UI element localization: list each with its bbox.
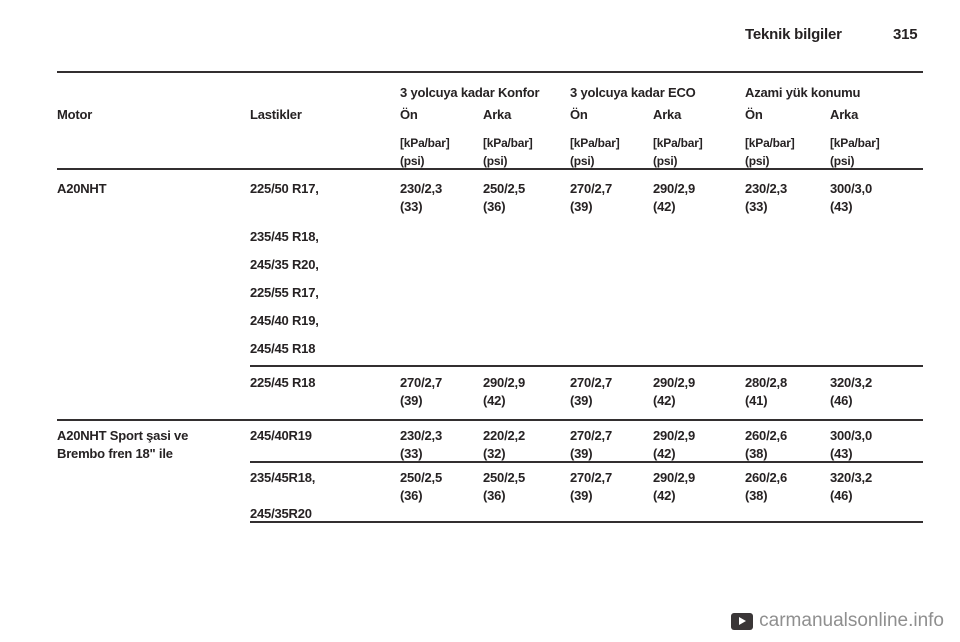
pressure-cell-eco-rear: 290/2,9 (42) xyxy=(653,428,695,461)
table-bottom-divider xyxy=(250,521,923,523)
pressure-cell-eco-front: 270/2,7 (39) xyxy=(570,470,612,503)
unit-label: [kPa/bar] (psi) xyxy=(653,136,703,168)
col-header-front-eco: Ön xyxy=(570,107,588,122)
table-header-divider xyxy=(57,168,923,170)
tire-item: 245/45 R18 xyxy=(250,341,316,356)
tire-item: 245/40 R19, xyxy=(250,313,319,328)
row-divider xyxy=(57,419,923,421)
watermark-text: carmanualsonline.info xyxy=(759,610,944,631)
pressure-cell-eco-rear: 290/2,9 (42) xyxy=(653,181,695,214)
col-header-rear-comfort: Arka xyxy=(483,107,512,122)
pressure-cell-comfort-rear: 220/2,2 (32) xyxy=(483,428,525,461)
unit-label: [kPa/bar] (psi) xyxy=(570,136,620,168)
tire-item: 225/45 R18 xyxy=(250,375,316,390)
group-header-eco: 3 yolcuya kadar ECO xyxy=(570,85,696,100)
col-header-rear-max: Arka xyxy=(830,107,859,122)
pressure-cell-comfort-front: 270/2,7 (39) xyxy=(400,375,442,408)
header-divider xyxy=(57,71,923,73)
pressure-cell-max-front: 260/2,6 (38) xyxy=(745,428,787,461)
col-header-motor: Motor xyxy=(57,107,93,122)
col-header-front-max: Ön xyxy=(745,107,763,122)
tire-item: 225/55 R17, xyxy=(250,285,319,300)
pressure-cell-eco-rear: 290/2,9 (42) xyxy=(653,375,695,408)
pressure-cell-comfort-rear: 250/2,5 (36) xyxy=(483,470,525,503)
tire-item: 235/45R18, xyxy=(250,470,316,485)
group-header-comfort: 3 yolcuya kadar Konfor xyxy=(400,85,540,100)
pressure-cell-comfort-front: 250/2,5 (36) xyxy=(400,470,442,503)
pressure-cell-comfort-front: 230/2,3 (33) xyxy=(400,181,442,214)
pressure-cell-eco-front: 270/2,7 (39) xyxy=(570,375,612,408)
page-title: Teknik bilgiler xyxy=(745,26,842,43)
pressure-cell-max-rear: 320/3,2 (46) xyxy=(830,470,872,503)
pressure-cell-max-front: 260/2,6 (38) xyxy=(745,470,787,503)
pressure-cell-max-front: 280/2,8 (41) xyxy=(745,375,787,408)
unit-label: [kPa/bar] (psi) xyxy=(830,136,880,168)
motor-cell: A20NHT xyxy=(57,181,107,196)
pressure-cell-comfort-rear: 250/2,5 (36) xyxy=(483,181,525,214)
pressure-cell-max-rear: 300/3,0 (43) xyxy=(830,428,872,461)
group-header-max-load: Azami yük konumu xyxy=(745,85,861,100)
unit-label: [kPa/bar] (psi) xyxy=(745,136,795,168)
page-number: 315 xyxy=(893,26,918,43)
tire-item: 235/45 R18, xyxy=(250,229,319,244)
row-divider xyxy=(250,365,923,367)
pressure-cell-max-front: 230/2,3 (33) xyxy=(745,181,787,214)
row-divider xyxy=(250,461,923,463)
tire-item: 245/40R19 xyxy=(250,428,312,443)
pressure-cell-eco-front: 270/2,7 (39) xyxy=(570,428,612,461)
col-header-front-comfort: Ön xyxy=(400,107,418,122)
col-header-rear-eco: Arka xyxy=(653,107,682,122)
watermark: carmanualsonline.info xyxy=(731,610,944,632)
unit-label: [kPa/bar] (psi) xyxy=(400,136,450,168)
pressure-cell-comfort-rear: 290/2,9 (42) xyxy=(483,375,525,408)
pressure-cell-comfort-front: 230/2,3 (33) xyxy=(400,428,442,461)
motor-cell: A20NHT Sport şasi ve Brembo fren 18" ile xyxy=(57,428,189,461)
col-header-tires: Lastikler xyxy=(250,107,302,122)
tire-item: 225/50 R17, xyxy=(250,181,319,196)
pressure-cell-max-rear: 300/3,0 (43) xyxy=(830,181,872,214)
pressure-cell-eco-front: 270/2,7 (39) xyxy=(570,181,612,214)
tire-item: 245/35R20 xyxy=(250,506,312,521)
watermark-logo-icon xyxy=(731,612,754,630)
pressure-cell-eco-rear: 290/2,9 (42) xyxy=(653,470,695,503)
unit-label: [kPa/bar] (psi) xyxy=(483,136,533,168)
pressure-cell-max-rear: 320/3,2 (46) xyxy=(830,375,872,408)
tire-item: 245/35 R20, xyxy=(250,257,319,272)
